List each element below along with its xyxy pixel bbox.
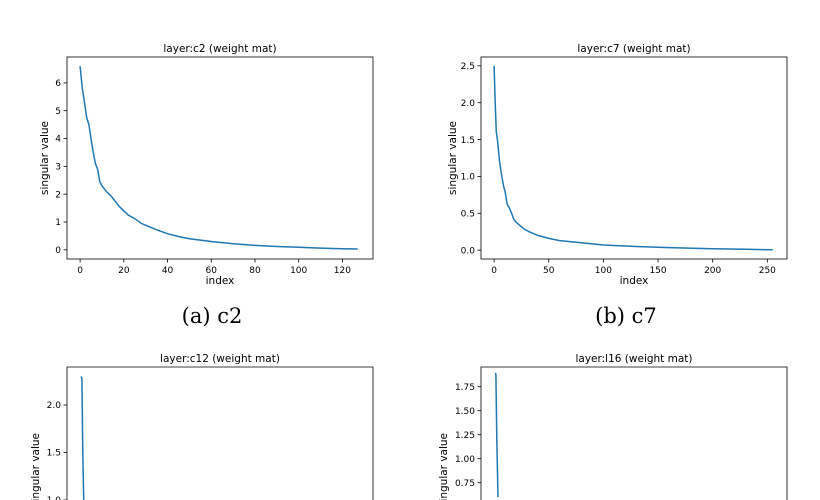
x-tick-label: 200 [704, 266, 721, 276]
y-tick-label: 1.25 [455, 431, 475, 441]
y-tick-label: 1.0 [47, 496, 62, 500]
y-tick-label: 2.0 [47, 401, 62, 411]
chart-title: layer:c2 (weight mat) [163, 43, 276, 55]
x-tick-label: 20 [118, 266, 130, 276]
y-tick-label: 1.0 [461, 173, 476, 183]
y-tick-label: 0.5 [461, 209, 475, 219]
series-line [80, 376, 85, 500]
panel-caption: (a) c2 [182, 304, 243, 328]
chart-title: layer:l16 (weight mat) [575, 353, 692, 365]
y-tick-label: 0.75 [455, 479, 475, 489]
y-tick-label: 4 [55, 135, 61, 145]
y-tick-label: 6 [55, 79, 61, 89]
y-tick-label: 1.5 [461, 136, 475, 146]
y-tick-label: 5 [55, 107, 61, 117]
chart-title: layer:c12 (weight mat) [160, 353, 280, 365]
chart-panel-l16: layer:l16 (weight mat) 0.75 1.00 1.25 1.50 1… [438, 353, 788, 500]
plot-frame [66, 56, 374, 260]
y-axis-label: singular value [30, 433, 42, 500]
y-tick-label: 3 [55, 163, 61, 173]
y-axis-label: singular value [438, 433, 450, 500]
y-tick-label: 1 [55, 218, 61, 228]
y-tick-label: 0.0 [461, 246, 476, 256]
chart-panel-c7: layer:c7 (weight mat) 0 50 100 150 200 250 0.0… [447, 43, 788, 328]
y-tick-label: 2.0 [461, 99, 476, 109]
x-tick-label: 80 [249, 266, 261, 276]
panel-caption: (b) c7 [595, 304, 657, 328]
x-tick-label: 100 [290, 266, 307, 276]
plot-frame [480, 366, 788, 500]
x-tick-label: 100 [595, 266, 612, 276]
plot-frame [66, 366, 374, 500]
y-tick-label: 2 [55, 190, 61, 200]
chart-panel-c2: layer:c2 (weight mat) 0 20 40 60 80 100 120 0 1 2… [39, 43, 374, 328]
y-tick-label: 0 [55, 246, 61, 256]
chart-title: layer:c7 (weight mat) [577, 43, 690, 55]
series-line [493, 65, 773, 251]
chart-panel-c12: layer:c12 (weight mat) 1.0 1.5 2.0 singula… [30, 353, 374, 500]
plot-frame [480, 56, 788, 260]
y-tick-label: 1.75 [455, 383, 475, 393]
x-tick-label: 250 [759, 266, 776, 276]
y-tick-label: 1.5 [47, 449, 61, 459]
x-axis-label: index [620, 275, 649, 287]
x-tick-label: 60 [206, 266, 218, 276]
y-tick-label: 1.00 [455, 455, 475, 465]
y-tick-label: 1.50 [455, 407, 475, 417]
x-tick-label: 40 [162, 266, 174, 276]
series-line [79, 66, 358, 250]
x-tick-label: 0 [491, 266, 497, 276]
x-tick-label: 150 [649, 266, 666, 276]
y-axis-label: singular value [447, 121, 459, 195]
series-line [494, 372, 499, 498]
y-axis-label: singular value [39, 121, 51, 195]
x-axis-label: index [206, 275, 235, 287]
x-tick-label: 0 [77, 266, 83, 276]
x-tick-label: 50 [543, 266, 555, 276]
y-tick-label: 2.5 [461, 62, 475, 72]
x-tick-label: 120 [334, 266, 351, 276]
